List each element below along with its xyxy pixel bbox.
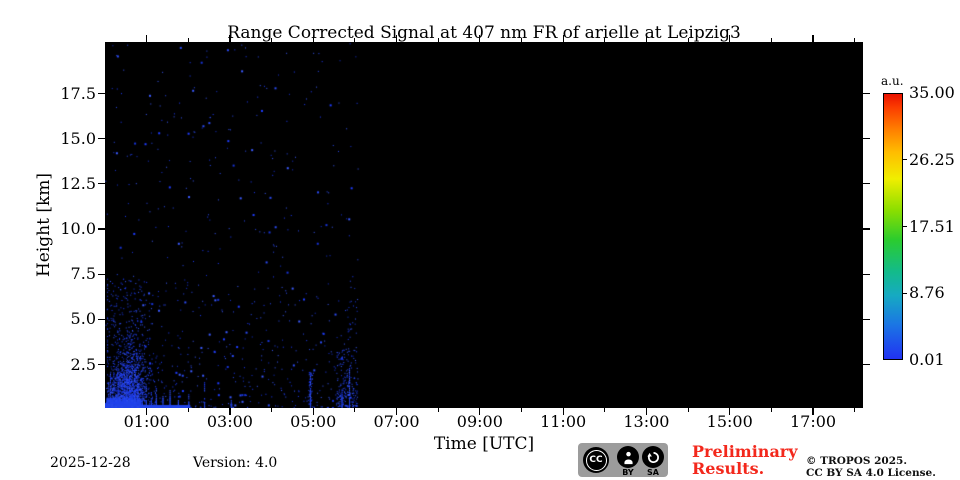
- x-tick-label: 01:00: [123, 412, 170, 431]
- plot-area: [105, 42, 863, 408]
- y-major-tick: [98, 92, 105, 95]
- colorbar-tick-label: 8.76: [909, 283, 945, 303]
- y-major-tick-right: [863, 228, 870, 230]
- x-minor-tick-top: [437, 38, 439, 42]
- y-tick-label: 12.5: [60, 173, 96, 193]
- x-major-tick-top: [395, 35, 398, 42]
- cc-icon: CC: [583, 447, 609, 473]
- x-minor-tick: [687, 408, 689, 412]
- y-tick-label: 2.5: [70, 354, 96, 374]
- x-major-tick: [312, 408, 314, 415]
- x-major-tick: [229, 408, 231, 415]
- y-tick-label: 7.5: [70, 264, 96, 284]
- y-tick-label: 10.0: [60, 219, 96, 239]
- y-tick-label: 15.0: [60, 128, 96, 148]
- x-minor-tick: [271, 408, 273, 412]
- x-minor-tick: [604, 408, 606, 412]
- colorbar-tick-label: 0.01: [909, 350, 945, 369]
- x-minor-tick: [437, 408, 439, 412]
- cc-license-badge: CC BY SA: [578, 443, 668, 477]
- y-major-tick: [98, 183, 105, 185]
- x-minor-tick-top: [271, 38, 273, 42]
- y-axis-label: Height [km]: [34, 172, 54, 278]
- y-major-tick: [98, 138, 105, 140]
- x-minor-tick-top: [520, 38, 522, 42]
- x-major-tick-top: [812, 35, 814, 42]
- x-major-tick-top: [229, 35, 231, 42]
- y-major-tick: [98, 228, 105, 230]
- copyright-text: © TROPOS 2025. CC BY SA 4.0 License.: [806, 455, 936, 479]
- x-major-tick: [645, 408, 648, 415]
- y-major-tick: [98, 318, 105, 321]
- x-tick-label: 03:00: [206, 412, 253, 431]
- x-minor-tick: [187, 408, 189, 412]
- y-major-tick: [98, 273, 105, 275]
- y-major-tick-right: [863, 183, 870, 185]
- y-major-tick-right: [863, 273, 870, 275]
- x-minor-tick: [770, 408, 772, 412]
- x-major-tick-top: [146, 35, 148, 42]
- x-major-tick-top: [645, 35, 648, 42]
- x-tick-label: 09:00: [456, 412, 503, 431]
- y-major-tick: [98, 364, 105, 366]
- x-minor-tick: [520, 408, 522, 412]
- colorbar-tick-label: 17.51: [909, 216, 955, 236]
- x-major-tick-top: [729, 35, 731, 42]
- chart-title: Range Corrected Signal at 407 nm FR of a…: [227, 23, 741, 43]
- colorbar-tick: [903, 225, 907, 228]
- signal-heatmap-canvas: [105, 42, 863, 408]
- x-major-tick: [146, 408, 148, 415]
- x-major-tick: [479, 408, 481, 415]
- colorbar-tick: [903, 292, 907, 294]
- x-major-tick-top: [562, 35, 564, 42]
- x-major-tick: [395, 408, 398, 415]
- x-major-tick-top: [479, 35, 481, 42]
- y-major-tick-right: [863, 92, 870, 95]
- colorbar: [883, 93, 903, 360]
- x-minor-tick: [854, 408, 856, 412]
- x-minor-tick-top: [854, 38, 856, 42]
- x-tick-label: 07:00: [373, 412, 420, 431]
- x-tick-label: 15:00: [706, 412, 753, 431]
- attribution-person-icon: [617, 446, 639, 468]
- x-tick-label: 13:00: [623, 412, 670, 431]
- x-minor-tick-top: [604, 38, 606, 42]
- colorbar-tick-label: 35.00: [909, 83, 955, 102]
- version-text: Version: 4.0: [193, 455, 278, 471]
- colorbar-unit-label: a.u.: [881, 74, 904, 88]
- x-tick-label: 11:00: [540, 412, 587, 431]
- y-tick-label: 17.5: [60, 83, 96, 103]
- x-major-tick: [812, 408, 814, 415]
- x-major-tick: [729, 408, 731, 415]
- x-major-tick: [562, 408, 564, 415]
- y-major-tick-right: [863, 318, 870, 321]
- y-tick-label: 5.0: [70, 309, 96, 329]
- measurement-date: 2025-12-28: [50, 455, 131, 471]
- x-major-tick-top: [312, 35, 314, 42]
- x-minor-tick: [354, 408, 356, 412]
- by-label: BY: [622, 468, 634, 477]
- x-axis-label: Time [UTC]: [433, 434, 535, 454]
- share-alike-icon: [642, 446, 664, 468]
- preliminary-results-text: Preliminary Results.: [692, 442, 798, 478]
- y-major-tick-right: [863, 364, 870, 366]
- x-minor-tick-top: [687, 38, 689, 42]
- colorbar-tick-label: 26.25: [909, 149, 955, 169]
- x-minor-tick-top: [354, 38, 356, 42]
- x-tick-label: 17:00: [789, 412, 837, 431]
- x-minor-tick-top: [770, 38, 772, 42]
- y-major-tick-right: [863, 138, 870, 140]
- sa-label: SA: [647, 468, 659, 477]
- colorbar-tick: [903, 159, 907, 161]
- x-tick-label: 05:00: [290, 412, 337, 431]
- x-minor-tick-top: [187, 38, 189, 42]
